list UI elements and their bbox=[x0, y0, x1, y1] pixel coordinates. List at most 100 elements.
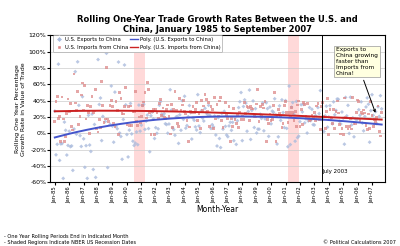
Point bbox=[358, 100, 364, 104]
Point bbox=[114, 109, 120, 113]
Point bbox=[374, 115, 380, 119]
Point bbox=[221, 109, 228, 113]
Point bbox=[216, 137, 223, 140]
Point bbox=[155, 117, 161, 121]
Point bbox=[228, 117, 235, 121]
Point bbox=[236, 126, 242, 130]
Point bbox=[304, 101, 310, 105]
Point bbox=[91, 123, 98, 126]
Point bbox=[100, 104, 106, 108]
Point bbox=[351, 135, 357, 139]
Point bbox=[364, 96, 370, 100]
Point bbox=[192, 107, 198, 111]
Point bbox=[248, 138, 254, 141]
Point bbox=[281, 126, 288, 130]
Point bbox=[202, 93, 208, 97]
Point bbox=[200, 116, 206, 120]
Point bbox=[321, 114, 327, 118]
Point bbox=[98, 80, 105, 84]
Point bbox=[242, 98, 248, 102]
Point bbox=[376, 130, 382, 134]
Point bbox=[67, 145, 74, 149]
Point bbox=[315, 101, 321, 105]
Point bbox=[231, 107, 237, 111]
Point bbox=[61, 139, 68, 143]
Point bbox=[255, 87, 261, 91]
Point bbox=[203, 110, 210, 114]
Point bbox=[125, 155, 131, 159]
Point bbox=[297, 120, 303, 124]
X-axis label: Month-Year: Month-Year bbox=[197, 205, 239, 214]
Point bbox=[231, 139, 237, 143]
Point bbox=[314, 104, 320, 108]
Point bbox=[263, 101, 270, 105]
Point bbox=[151, 137, 158, 140]
Point bbox=[70, 128, 76, 132]
Point bbox=[264, 107, 271, 111]
Point bbox=[149, 109, 155, 113]
Point bbox=[278, 118, 284, 122]
Point bbox=[198, 99, 205, 103]
Point bbox=[330, 100, 337, 104]
Point bbox=[213, 133, 219, 137]
Point bbox=[196, 112, 202, 116]
Point bbox=[300, 102, 307, 106]
Point bbox=[310, 123, 316, 127]
Point bbox=[318, 105, 325, 109]
Point bbox=[366, 126, 373, 130]
Point bbox=[76, 122, 82, 126]
Point bbox=[375, 105, 381, 109]
Point bbox=[190, 116, 196, 120]
Point bbox=[308, 119, 314, 123]
Point bbox=[59, 95, 65, 99]
Point bbox=[182, 112, 189, 116]
Point bbox=[291, 112, 297, 116]
Point bbox=[154, 110, 160, 114]
Point bbox=[139, 104, 146, 108]
Point bbox=[236, 106, 242, 109]
Point bbox=[188, 137, 195, 141]
Point bbox=[328, 116, 334, 120]
Point bbox=[72, 70, 78, 74]
Point bbox=[303, 117, 309, 121]
Point bbox=[85, 111, 92, 115]
Point bbox=[302, 102, 308, 106]
Point bbox=[298, 107, 304, 111]
Point bbox=[252, 107, 259, 111]
Point bbox=[270, 110, 277, 114]
Point bbox=[94, 126, 100, 130]
Point bbox=[200, 109, 206, 113]
Point bbox=[137, 129, 143, 133]
Point bbox=[322, 126, 328, 130]
Point bbox=[136, 103, 142, 107]
Point bbox=[227, 120, 234, 124]
Point bbox=[130, 109, 136, 113]
Point bbox=[321, 130, 327, 134]
Point bbox=[270, 104, 277, 108]
Point bbox=[261, 129, 267, 133]
Point bbox=[80, 108, 87, 112]
Point bbox=[148, 133, 154, 137]
Point bbox=[228, 128, 235, 132]
Point bbox=[316, 118, 322, 122]
Point bbox=[172, 90, 178, 94]
Point bbox=[66, 129, 72, 133]
Text: © Political Calculations 2007: © Political Calculations 2007 bbox=[323, 240, 396, 245]
Point bbox=[370, 125, 376, 129]
Point bbox=[191, 110, 197, 114]
Point bbox=[347, 95, 354, 99]
Point bbox=[102, 120, 108, 123]
Point bbox=[291, 118, 297, 122]
Point bbox=[156, 102, 162, 106]
Point bbox=[83, 117, 89, 121]
Point bbox=[188, 111, 195, 115]
Point bbox=[122, 103, 129, 107]
Point bbox=[294, 103, 301, 107]
Point bbox=[333, 110, 339, 114]
Point bbox=[324, 125, 331, 129]
Point bbox=[365, 102, 372, 106]
Point bbox=[208, 126, 214, 130]
Point bbox=[378, 107, 385, 111]
Point bbox=[162, 117, 168, 121]
Point bbox=[132, 141, 138, 145]
